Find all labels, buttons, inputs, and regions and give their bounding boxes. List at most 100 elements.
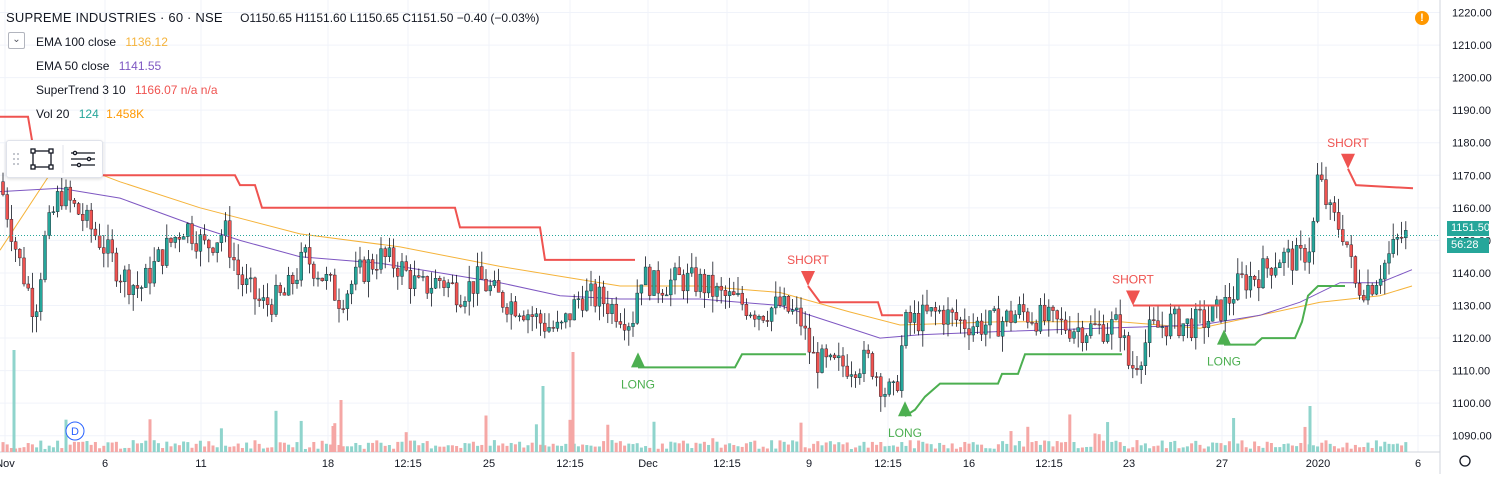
supertrend-up-line: [638, 353, 806, 369]
candle-body: [1252, 276, 1257, 280]
candle-body: [984, 324, 988, 335]
volume-bar: [505, 445, 509, 452]
warning-icon[interactable]: !: [1415, 11, 1429, 25]
toolbar-svg: [13, 145, 95, 173]
candle-body: [261, 297, 266, 301]
x-tick-label: 27: [1216, 458, 1228, 470]
volume-bar: [345, 446, 349, 452]
volume-bar: [1282, 444, 1286, 452]
countdown-label: 56:28: [1447, 238, 1489, 253]
volume-bar: [488, 445, 492, 452]
candle-body: [652, 270, 656, 296]
candle-body: [505, 307, 509, 315]
settings-lines-icon[interactable]: [71, 150, 95, 168]
volume-bar: [1076, 448, 1080, 452]
candle-body: [853, 374, 858, 378]
candle-body: [732, 291, 736, 295]
volume-bar: [541, 386, 545, 452]
gear-icon[interactable]: [1459, 455, 1471, 467]
rectangle-tool-icon[interactable]: [30, 148, 54, 170]
candle-body: [240, 274, 245, 285]
volume-bar: [35, 447, 39, 452]
candle-body: [1290, 248, 1295, 271]
candle-body: [1009, 310, 1013, 323]
volume-bar: [837, 442, 841, 452]
volume-bar: [135, 443, 139, 452]
long-signal-arrow: [898, 401, 912, 417]
candle-body: [131, 285, 135, 295]
x-tick-label: Nov: [0, 458, 15, 470]
volume-bar: [362, 448, 366, 452]
volume-bar: [459, 447, 463, 452]
candle-body: [1038, 304, 1043, 332]
volume-bar: [954, 448, 958, 452]
volume-bar: [988, 448, 992, 452]
volume-bar: [207, 441, 211, 452]
candle-body: [1257, 279, 1261, 289]
candle-body: [282, 292, 287, 296]
volume-bar: [18, 447, 22, 452]
volume-bar: [455, 446, 459, 452]
candle-body: [270, 304, 274, 315]
candle-body: [1404, 230, 1408, 239]
candle-body: [253, 277, 257, 300]
legend-volume[interactable]: Vol 20 124 1.458K: [6, 102, 539, 126]
volume-bar: [690, 448, 694, 452]
volume-bar: [1211, 442, 1215, 452]
legend-collapse-button[interactable]: ⌄: [8, 32, 25, 49]
volume-bar: [396, 441, 400, 452]
candle-body: [76, 203, 81, 215]
volume-bar: [841, 444, 845, 452]
candle-body: [13, 241, 18, 250]
legend-ema50[interactable]: EMA 50 close 1141.55: [6, 54, 539, 78]
candle-body: [858, 373, 862, 378]
legend-ema100[interactable]: EMA 100 close 1136.12: [6, 30, 539, 54]
candle-body: [1294, 245, 1299, 271]
candle-body: [43, 235, 47, 280]
candle-body: [396, 267, 400, 277]
candle-body: [900, 345, 904, 391]
candle-body: [366, 259, 371, 282]
volume-bar: [518, 441, 522, 452]
drag-handle-icon[interactable]: [13, 153, 19, 165]
volume-bar: [770, 440, 774, 452]
candle-body: [774, 296, 778, 309]
candle-body: [526, 314, 530, 321]
legend-supertrend[interactable]: SuperTrend 3 10 1166.07 n/a n/a: [6, 78, 539, 102]
candle-body: [438, 278, 442, 281]
volume-bar: [1219, 443, 1223, 452]
candle-body: [1223, 297, 1227, 321]
volume-bar: [144, 440, 148, 452]
volume-bar: [623, 445, 627, 452]
volume-bar: [1135, 440, 1139, 452]
y-tick-label: 1120.00: [1452, 333, 1491, 345]
candle-body: [564, 313, 568, 323]
volume-bar: [753, 440, 757, 452]
volume-bar: [316, 448, 320, 452]
volume-bar: [429, 448, 433, 452]
dividend-marker[interactable]: [65, 421, 85, 441]
candle-body: [1021, 304, 1026, 313]
candle-body: [1093, 323, 1097, 325]
volume-bar: [177, 445, 181, 452]
volume-bar: [1055, 441, 1059, 452]
y-tick-label: 1200.00: [1452, 73, 1492, 85]
candle-body: [912, 313, 917, 323]
symbol-title[interactable]: SUPREME INDUSTRIES · 60 · NSE: [6, 10, 223, 25]
candle-body: [228, 220, 232, 258]
volume-bar: [408, 440, 412, 452]
volume-bar: [1290, 445, 1294, 452]
candle-body: [442, 280, 446, 288]
candle-body: [202, 234, 207, 241]
candle-body: [454, 282, 459, 306]
volume-bar: [190, 447, 194, 452]
volume-bar: [12, 350, 16, 452]
candle-body: [1282, 251, 1286, 264]
volume-bar: [967, 443, 971, 452]
candle-body: [1089, 323, 1093, 336]
candle-body: [211, 247, 215, 253]
volume-bar: [1400, 445, 1404, 452]
volume-bar: [119, 448, 123, 452]
